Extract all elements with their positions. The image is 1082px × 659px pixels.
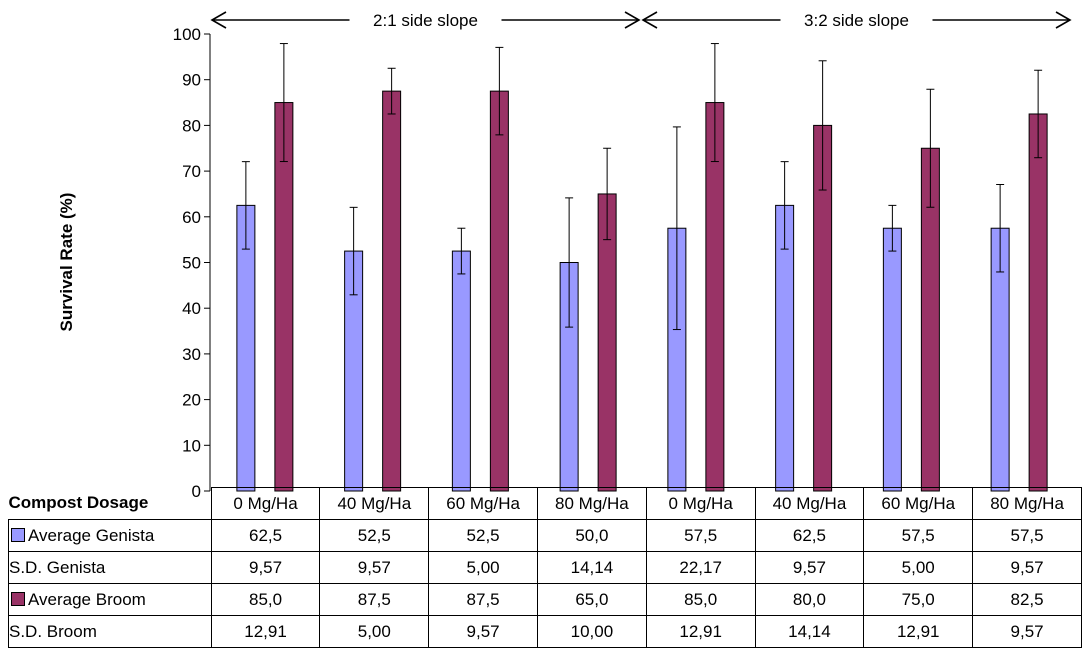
slope-group-brackets: 2:1 side slope 3:2 side slope — [212, 11, 1070, 30]
table-cell: 14,14 — [755, 616, 864, 648]
broom-bar — [383, 91, 401, 491]
table-cell: 82,5 — [973, 584, 1082, 616]
table-cell: 9,57 — [755, 552, 864, 584]
category-label: 60 Mg/Ha — [864, 488, 973, 520]
slope-group-label: 3:2 side slope — [804, 11, 909, 30]
table-row: Average Broom 85,0 87,5 87,5 65,0 85,0 80,0 75,… — [9, 584, 1082, 616]
y-tick-label: 30 — [182, 345, 201, 364]
row-label-text: Average Genista — [28, 526, 154, 546]
table-cell: 62,5 — [211, 520, 320, 552]
table-cell: 85,0 — [646, 584, 755, 616]
table-cell: 9,57 — [211, 552, 320, 584]
legend-swatch-icon — [11, 528, 25, 542]
table-cell: 75,0 — [864, 584, 973, 616]
table-cell: 12,91 — [864, 616, 973, 648]
legend-swatch-icon — [11, 592, 25, 606]
table-cell: 9,57 — [429, 616, 538, 648]
table-cell: 9,57 — [973, 552, 1082, 584]
table-cell: 57,5 — [973, 520, 1082, 552]
y-tick-label: 60 — [182, 208, 201, 227]
y-tick-label: 70 — [182, 162, 201, 181]
table-cell: 5,00 — [429, 552, 538, 584]
y-tick-label: 90 — [182, 71, 201, 90]
row-label: Average Broom — [9, 584, 212, 616]
row-label: Average Genista — [9, 520, 212, 552]
genista-bar — [452, 251, 470, 491]
table-cell: 87,5 — [320, 584, 429, 616]
table-cell: 12,91 — [211, 616, 320, 648]
y-tick-label: 100 — [173, 25, 201, 44]
category-label: 80 Mg/Ha — [973, 488, 1082, 520]
table-cell: 9,57 — [973, 616, 1082, 648]
row-label-text: S.D. Genista — [9, 558, 105, 578]
slope-group-label: 2:1 side slope — [373, 11, 478, 30]
category-header-row: Compost Dosage 0 Mg/Ha 40 Mg/Ha 60 Mg/Ha 80… — [9, 488, 1082, 520]
y-axis-label: Survival Rate (%) — [57, 193, 76, 332]
table-cell: 62,5 — [755, 520, 864, 552]
table-cell: 5,00 — [320, 616, 429, 648]
y-tick-label: 80 — [182, 116, 201, 135]
category-label: 0 Mg/Ha — [646, 488, 755, 520]
table-cell: 52,5 — [320, 520, 429, 552]
category-label: 60 Mg/Ha — [429, 488, 538, 520]
table-cell: 80,0 — [755, 584, 864, 616]
table-cell: 52,5 — [429, 520, 538, 552]
table-cell: 65,0 — [538, 584, 647, 616]
y-tick-label: 50 — [182, 254, 201, 273]
y-tick-label: 40 — [182, 299, 201, 318]
row-label-text: S.D. Broom — [9, 622, 97, 642]
row-label-text: Average Broom — [28, 590, 146, 610]
compost-dosage-label: Compost Dosage — [9, 488, 212, 520]
category-label: 0 Mg/Ha — [211, 488, 320, 520]
data-table: Compost Dosage 0 Mg/Ha 40 Mg/Ha 60 Mg/Ha 80… — [8, 487, 1082, 648]
table-cell: 14,14 — [538, 552, 647, 584]
table-cell: 57,5 — [864, 520, 973, 552]
table-cell: 22,17 — [646, 552, 755, 584]
y-tick-label: 10 — [182, 436, 201, 455]
broom-bar — [1029, 114, 1047, 491]
table-cell: 50,0 — [538, 520, 647, 552]
row-label: S.D. Genista — [9, 552, 212, 584]
table-row: Average Genista 62,5 52,5 52,5 50,0 57,5 62,5 5… — [9, 520, 1082, 552]
genista-bar — [883, 228, 901, 491]
y-tick-label: 20 — [182, 391, 201, 410]
table-cell: 57,5 — [646, 520, 755, 552]
table-cell: 5,00 — [864, 552, 973, 584]
row-label: S.D. Broom — [9, 616, 212, 648]
broom-bar — [490, 91, 508, 491]
table-cell: 9,57 — [320, 552, 429, 584]
table-cell: 87,5 — [429, 584, 538, 616]
table-row: S.D. Broom 12,91 5,00 9,57 10,00 12,91 14,14 12… — [9, 616, 1082, 648]
bar-series — [237, 91, 1047, 491]
table-cell: 10,00 — [538, 616, 647, 648]
table-cell: 12,91 — [646, 616, 755, 648]
category-label: 40 Mg/Ha — [755, 488, 864, 520]
category-label: 40 Mg/Ha — [320, 488, 429, 520]
category-label: 80 Mg/Ha — [538, 488, 647, 520]
table-cell: 85,0 — [211, 584, 320, 616]
table-row: S.D. Genista 9,57 9,57 5,00 14,14 22,17 9,57 5,… — [9, 552, 1082, 584]
